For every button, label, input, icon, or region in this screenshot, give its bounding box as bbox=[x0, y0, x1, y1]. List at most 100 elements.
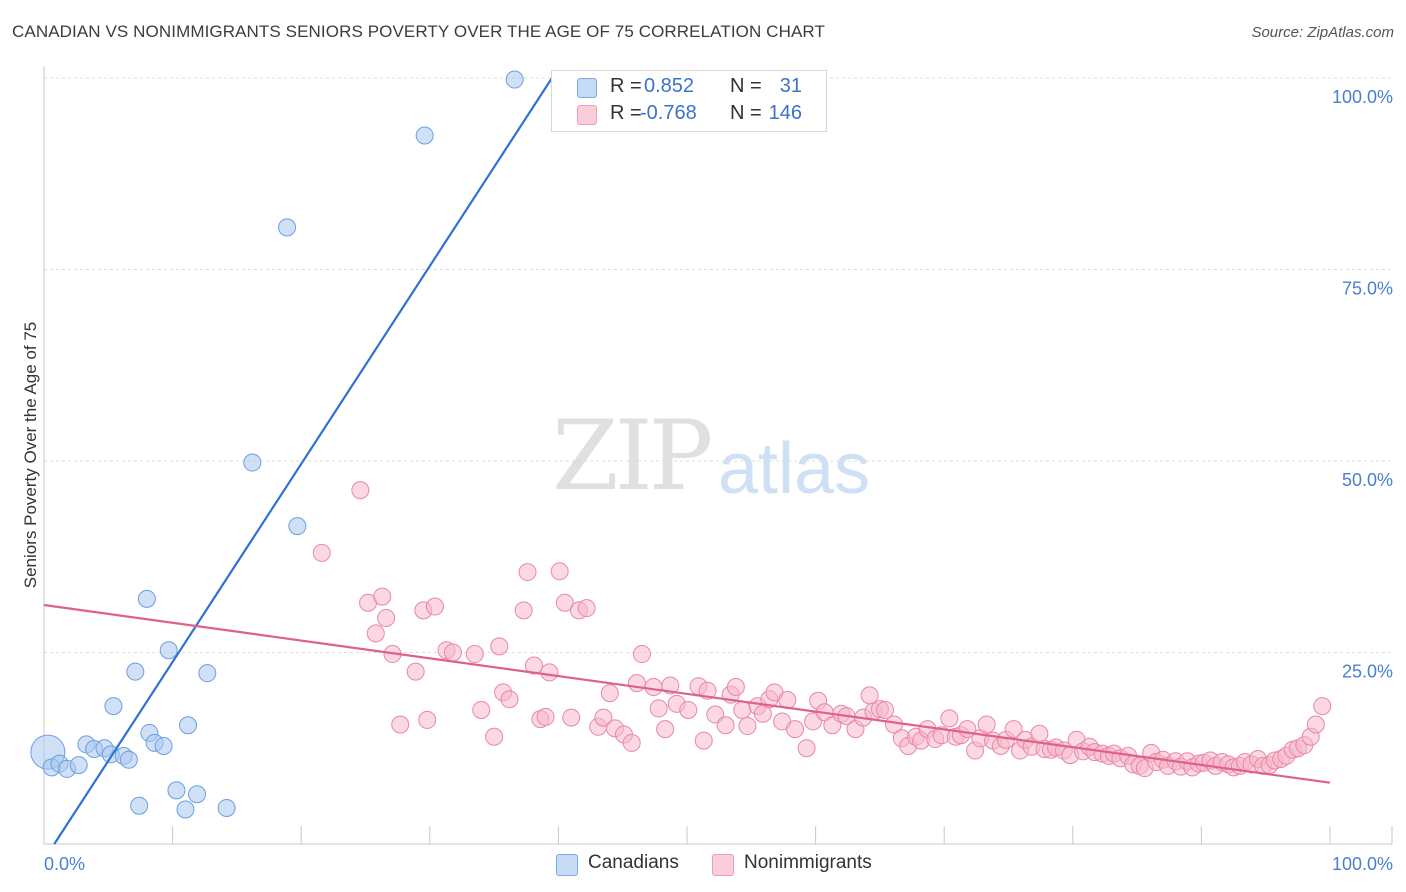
bottom-legend-swatch-canadians bbox=[556, 854, 578, 876]
legend-row-canadians: R = 0.852 N = 31 bbox=[552, 75, 826, 101]
y-axis-label: Seniors Poverty Over the Age of 75 bbox=[21, 322, 40, 588]
point-nonimmigrants bbox=[524, 656, 543, 675]
point-nonimmigrants bbox=[733, 700, 752, 719]
point-nonimmigrants bbox=[694, 731, 713, 750]
point-canadians bbox=[278, 218, 297, 237]
gridlines bbox=[44, 77, 1392, 653]
point-nonimmigrants bbox=[679, 700, 698, 719]
point-nonimmigrants bbox=[562, 708, 581, 727]
legend-swatch-canadians bbox=[577, 78, 597, 98]
point-nonimmigrants bbox=[1030, 724, 1049, 743]
point-nonimmigrants bbox=[472, 700, 491, 719]
point-nonimmigrants bbox=[656, 720, 675, 739]
point-nonimmigrants bbox=[1306, 715, 1325, 734]
legend-n-label: N = bbox=[730, 102, 762, 124]
point-nonimmigrants bbox=[876, 700, 895, 719]
bottom-legend-label-canadians: Canadians bbox=[588, 852, 679, 873]
point-canadians bbox=[243, 453, 262, 472]
point-nonimmigrants bbox=[373, 587, 392, 606]
watermark-zip: ZIP bbox=[552, 400, 713, 512]
point-nonimmigrants bbox=[1004, 720, 1023, 739]
point-nonimmigrants bbox=[536, 707, 555, 726]
point-canadians bbox=[217, 798, 236, 817]
source-label: Source: ZipAtlas.com bbox=[1251, 24, 1394, 41]
point-nonimmigrants bbox=[622, 733, 641, 752]
legend-r-value: -0.768 bbox=[640, 102, 697, 124]
legend-r-value: 0.852 bbox=[644, 75, 695, 97]
x-tick-label: 0.0% bbox=[44, 854, 85, 874]
point-nonimmigrants bbox=[366, 624, 385, 643]
point-nonimmigrants bbox=[786, 720, 805, 739]
point-nonimmigrants bbox=[716, 716, 735, 735]
point-nonimmigrants bbox=[518, 563, 537, 582]
point-nonimmigrants bbox=[550, 562, 569, 581]
point-nonimmigrants bbox=[465, 645, 484, 664]
x-tick-label: 100.0% bbox=[1332, 854, 1393, 874]
point-canadians bbox=[104, 697, 123, 716]
point-canadians bbox=[415, 126, 434, 145]
point-nonimmigrants bbox=[377, 609, 396, 628]
point-canadians bbox=[505, 70, 524, 89]
point-nonimmigrants bbox=[312, 543, 331, 562]
point-canadians bbox=[179, 716, 198, 735]
point-nonimmigrants bbox=[738, 717, 757, 736]
point-canadians bbox=[159, 641, 178, 660]
point-canadians bbox=[176, 800, 195, 819]
legend-row-nonimmigrants: R = -0.768 N = 146 bbox=[552, 102, 826, 128]
axes bbox=[43, 66, 1393, 845]
point-canadians bbox=[198, 664, 217, 683]
chart-title: CANADIAN VS NONIMMIGRANTS SENIORS POVERT… bbox=[12, 22, 825, 41]
legend-n-value: 146 bbox=[768, 102, 802, 124]
point-nonimmigrants bbox=[797, 739, 816, 758]
point-canadians bbox=[137, 589, 156, 608]
watermark-atlas: atlas bbox=[718, 429, 871, 509]
point-canadians bbox=[188, 785, 207, 804]
point-nonimmigrants bbox=[627, 674, 646, 693]
point-nonimmigrants bbox=[632, 645, 651, 664]
bottom-legend-swatch-nonimmigrants bbox=[712, 854, 734, 876]
point-nonimmigrants bbox=[661, 676, 680, 695]
point-nonimmigrants bbox=[425, 597, 444, 616]
point-canadians bbox=[119, 750, 138, 769]
correlation-legend: R = 0.852 N = 31 R = -0.768 N = 146 bbox=[551, 70, 827, 132]
point-nonimmigrants bbox=[514, 601, 533, 620]
y-tick-label: 50.0% bbox=[1342, 470, 1393, 490]
legend-swatch-nonimmigrants bbox=[577, 105, 597, 125]
point-canadians bbox=[288, 517, 307, 536]
point-nonimmigrants bbox=[644, 677, 663, 696]
point-canadians bbox=[69, 756, 88, 775]
point-nonimmigrants bbox=[940, 709, 959, 728]
legend-r-label: R = bbox=[610, 102, 642, 124]
y-tick-label: 100.0% bbox=[1332, 87, 1393, 107]
point-nonimmigrants bbox=[1313, 697, 1332, 716]
legend-n-label: N = bbox=[730, 75, 762, 97]
point-nonimmigrants bbox=[600, 684, 619, 703]
point-nonimmigrants bbox=[351, 481, 370, 500]
point-canadians bbox=[154, 736, 173, 755]
point-nonimmigrants bbox=[977, 715, 996, 734]
point-nonimmigrants bbox=[594, 708, 613, 727]
point-nonimmigrants bbox=[490, 637, 509, 656]
trend-line-nonimmigrants bbox=[43, 603, 1331, 784]
point-canadians bbox=[167, 781, 186, 800]
trend-lines bbox=[43, 77, 1331, 845]
legend-r-label: R = bbox=[610, 75, 642, 97]
legend-n-value: 31 bbox=[779, 75, 802, 97]
point-nonimmigrants bbox=[485, 727, 504, 746]
axis-labels: 25.0% 50.0% 75.0% 100.0% 0.0% 100.0% Seniors P… bbox=[21, 87, 1393, 874]
point-nonimmigrants bbox=[406, 662, 425, 681]
point-canadians bbox=[126, 662, 145, 681]
y-tick-label: 25.0% bbox=[1342, 662, 1393, 682]
point-nonimmigrants bbox=[391, 715, 410, 734]
point-nonimmigrants bbox=[555, 593, 574, 612]
point-nonimmigrants bbox=[500, 690, 519, 709]
point-nonimmigrants bbox=[540, 663, 559, 682]
point-canadians bbox=[130, 796, 149, 815]
point-nonimmigrants bbox=[577, 599, 596, 618]
point-nonimmigrants bbox=[726, 677, 745, 696]
point-nonimmigrants bbox=[418, 710, 437, 729]
point-nonimmigrants bbox=[649, 699, 668, 718]
bottom-legend-label-nonimmigrants: Nonimmigrants bbox=[744, 852, 872, 873]
y-tick-label: 75.0% bbox=[1342, 279, 1393, 299]
